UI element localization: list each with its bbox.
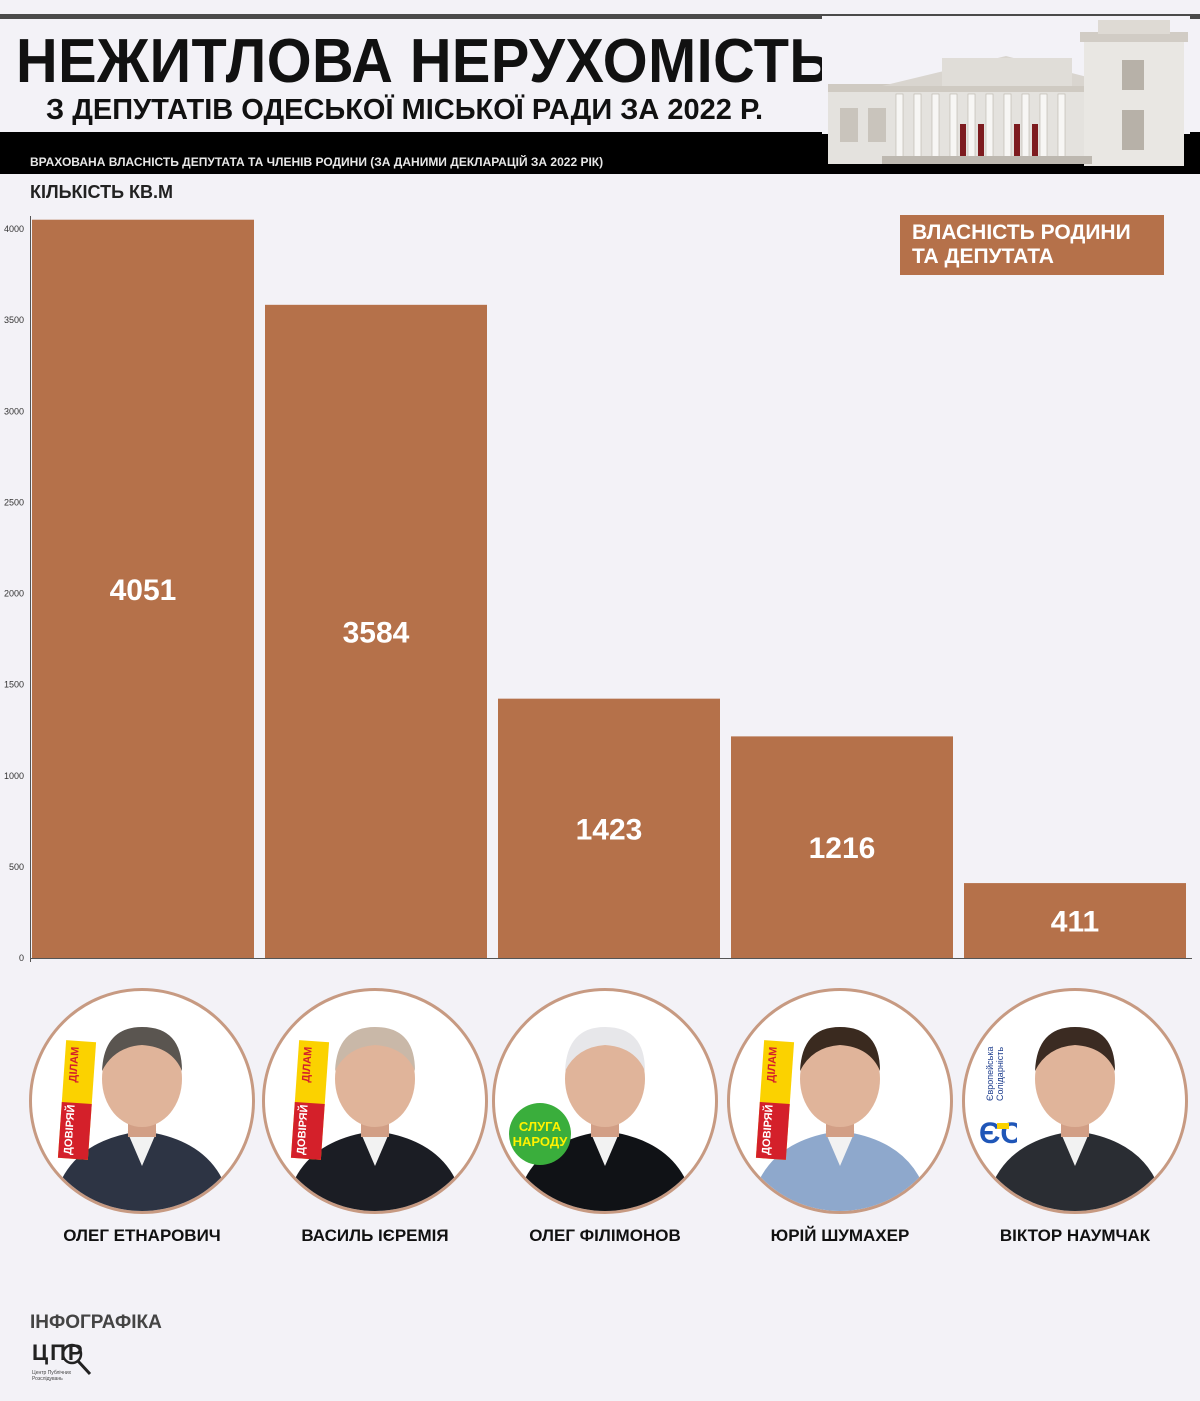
cpr-logo: ЦПР Центр Публічних Розслідувань — [32, 1340, 102, 1390]
svg-text:ЄС: ЄС — [979, 1117, 1017, 1150]
portrait-silhouette — [515, 1027, 695, 1211]
page-title: НЕЖИТЛОВА НЕРУХОМІСТЬ — [16, 27, 832, 96]
person-name: ВАСИЛЬ ІЄРЕМІЯ — [301, 1226, 449, 1245]
person-name: ОЛЕГ ФІЛІМОНОВ — [529, 1226, 681, 1245]
bar — [498, 698, 720, 958]
bar — [731, 736, 953, 958]
y-tick-label: 1500 — [4, 680, 24, 690]
page-subtitle: З ДЕПУТАТІВ ОДЕСЬКОЇ МІСЬКОЇ РАДИ ЗА 202… — [46, 94, 764, 126]
portrait-silhouette — [52, 1027, 232, 1211]
bar-value-label: 1216 — [809, 832, 876, 865]
bar-value-label: 3584 — [343, 616, 410, 649]
footer-label: ІНФОГРАФІКА — [30, 1312, 162, 1333]
portrait: ДІЛАМ ДОВІРЯЙ — [29, 988, 255, 1214]
y-axis-title: КІЛЬКІСТЬ КВ.М — [30, 182, 174, 202]
portrait: ДІЛАМ ДОВІРЯЙ — [727, 988, 953, 1214]
person-card: СЛУГА НАРОДУ ОЛЕГ ФІЛІМОНОВ — [487, 988, 723, 1246]
logo-subtext: Центр Публічних Розслідувань — [32, 1370, 72, 1382]
y-tick-label: 1000 — [4, 771, 24, 781]
band-caption: ВРАХОВАНА ВЛАСНІСТЬ ДЕПУТАТА ТА ЧЛЕНІВ Р… — [30, 155, 604, 169]
person-card: ДІЛАМ ДОВІРЯЙ ВАСИЛЬ ІЄРЕМІЯ — [257, 988, 493, 1246]
bar-value-label: 1423 — [576, 813, 643, 846]
bar — [265, 304, 487, 958]
legend-entry: ВЛАСНІСТЬ РОДИНИ ТА ДЕПУТАТА — [900, 215, 1164, 275]
magnifier-icon — [61, 1343, 92, 1376]
city-hall-illustration — [822, 16, 1190, 172]
portrait: ДІЛАМ ДОВІРЯЙ — [262, 988, 488, 1214]
y-axis-ticks: 0 500 1000 1500 2000 2500 3000 3500 4000 — [4, 224, 24, 963]
bar-value-label: 4051 — [110, 574, 177, 607]
person-card: ДІЛАМ ДОВІРЯЙ ОЛЕГ ЕТНАРОВИЧ — [24, 988, 260, 1246]
portrait: Європейська Солідарність ЄС — [962, 988, 1188, 1214]
y-tick-label: 2500 — [4, 497, 24, 507]
person-card: Європейська Солідарність ЄС ВІКТОР НАУМЧ… — [957, 988, 1193, 1246]
bar — [964, 883, 1186, 958]
y-tick-label: 4000 — [4, 224, 24, 234]
y-tick-label: 3000 — [4, 406, 24, 416]
person-name: ВІКТОР НАУМЧАК — [999, 1226, 1151, 1245]
y-tick-label: 3500 — [4, 315, 24, 325]
bar-chart: 0 500 1000 1500 2000 2500 3000 3500 4000 4051 358… — [4, 216, 1192, 963]
top-rule — [0, 14, 1200, 19]
person-name: ОЛЕГ ЕТНАРОВИЧ — [63, 1226, 221, 1245]
party-logo-sluha-narodu: СЛУГА НАРОДУ — [509, 1103, 571, 1165]
y-tick-label: 500 — [9, 862, 24, 872]
portrait-silhouette — [985, 1027, 1165, 1211]
y-tick-label: 2000 — [4, 589, 24, 599]
bar — [32, 219, 254, 958]
portrait: СЛУГА НАРОДУ — [492, 988, 718, 1214]
person-card: ДІЛАМ ДОВІРЯЙ ЮРІЙ ШУМАХЕР — [722, 988, 958, 1246]
y-tick-label: 0 — [19, 953, 24, 963]
party-name-es: Європейська Солідарність — [985, 1046, 1005, 1102]
bar-value-label: 411 — [1051, 906, 1099, 939]
bar-value-labels: 4051 3584 1423 1216 411 — [110, 574, 1100, 939]
portrait-silhouette — [285, 1027, 465, 1211]
deputies-row: ДІЛАМ ДОВІРЯЙ ОЛЕГ ЕТНАРОВИЧ ДІЛАМ ДОВІР… — [0, 988, 1200, 1258]
bars — [32, 219, 1186, 958]
party-logo-es-icon: ЄС — [979, 1117, 1017, 1150]
person-name: ЮРІЙ ШУМАХЕР — [770, 1226, 910, 1245]
portrait-silhouette — [750, 1027, 930, 1211]
